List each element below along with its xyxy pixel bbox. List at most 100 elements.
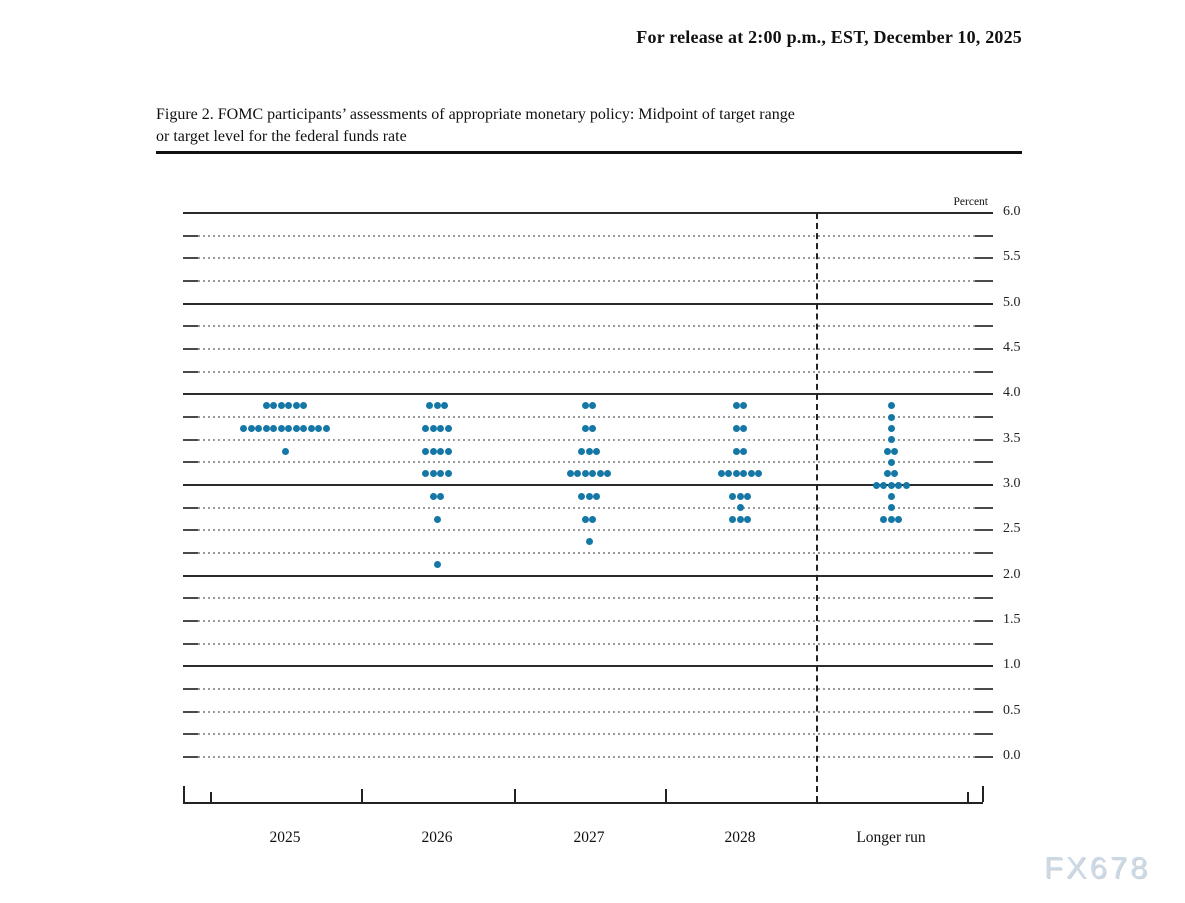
projection-dot (307, 424, 315, 432)
projection-dot (433, 402, 441, 410)
x-axis-boundary-tick (514, 789, 516, 802)
gridline-right-tick (975, 552, 993, 554)
projection-dot (444, 470, 452, 478)
gridline-minor (198, 234, 975, 237)
y-axis-tick-label: 1.0 (1003, 657, 1021, 673)
gridline-left-tick (183, 506, 198, 509)
projection-dot (880, 481, 887, 489)
gridline-right-tick (975, 642, 993, 645)
gridline-left-tick (183, 642, 198, 645)
projection-dot (300, 424, 308, 432)
projection-dot (277, 402, 285, 410)
projection-dot (887, 402, 895, 410)
watermark: FX678 (1044, 850, 1151, 885)
gridline-major (183, 212, 993, 214)
gridline-major (183, 574, 993, 577)
projection-dot (433, 560, 441, 568)
projection-dot (566, 470, 574, 478)
projection-dot (740, 424, 748, 432)
projection-dot (887, 515, 895, 523)
gridline-left-tick (183, 710, 198, 713)
gridline-right-tick (975, 506, 993, 509)
projection-dot (585, 538, 593, 546)
projection-dot (740, 402, 748, 410)
projection-dot (277, 424, 285, 432)
gridline-minor (198, 257, 975, 260)
y-axis-tick-label: 2.5 (1003, 521, 1021, 537)
projection-dot (585, 447, 593, 455)
projection-dot (581, 424, 589, 432)
x-axis-category-label: Longer run (856, 829, 926, 846)
gridline-right-tick (975, 438, 993, 441)
projection-dot (736, 492, 744, 500)
gridline-left-tick (183, 688, 198, 690)
projection-dot (437, 424, 445, 432)
gridline-left-tick (183, 438, 198, 441)
projection-dot (444, 424, 452, 432)
projection-dot (429, 447, 437, 455)
gridline-right-tick (975, 756, 993, 758)
projection-dot (262, 424, 270, 432)
gridline-right-tick (975, 370, 993, 373)
projection-dot (300, 402, 308, 410)
release-line: For release at 2:00 p.m., EST, December … (636, 27, 1022, 47)
projection-dot (240, 424, 248, 432)
x-axis-minor-tick (210, 792, 212, 802)
gridline-right-tick (975, 597, 993, 600)
gridline-right-tick (975, 620, 993, 622)
projection-dot (887, 458, 895, 466)
projection-dot (422, 447, 430, 455)
figure-title-line1: Figure 2. FOMC participants’ assessments… (156, 106, 795, 123)
gridline-left-tick (183, 620, 198, 622)
projection-dot (732, 470, 740, 478)
projection-dot (429, 424, 437, 432)
gridline-major (183, 302, 993, 305)
gridline-right-tick (975, 461, 993, 464)
projection-dot (872, 481, 880, 489)
projection-dot (895, 481, 902, 489)
projection-dot (578, 492, 585, 500)
projection-dot (433, 515, 441, 523)
gridline-minor (198, 370, 975, 373)
y-axis-unit-label: Percent (953, 196, 988, 208)
gridline-minor (198, 552, 975, 554)
projection-dot (292, 424, 300, 432)
gridline-right-tick (975, 529, 993, 532)
gridline-minor (198, 620, 975, 622)
projection-dot (895, 515, 902, 523)
gridline-right-tick (975, 257, 993, 260)
projection-dot (887, 436, 895, 444)
x-axis-boundary-tick (665, 789, 667, 802)
projection-dot (589, 424, 597, 432)
projection-dot (589, 515, 597, 523)
gridline-minor (198, 710, 975, 713)
x-axis-minor-tick (967, 792, 969, 802)
gridline-right-tick (975, 416, 993, 418)
projection-dot (585, 492, 593, 500)
gridline-minor (198, 688, 975, 690)
y-axis-tick-label: 6.0 (1003, 204, 1021, 219)
projection-dot (422, 470, 430, 478)
projection-dot (593, 447, 600, 455)
gridline-minor (198, 756, 975, 758)
projection-dot (732, 402, 740, 410)
figure-title: Figure 2. FOMC participants’ assessments… (156, 104, 996, 148)
projection-dot (437, 470, 445, 478)
gridline-minor (198, 325, 975, 328)
x-axis-category-label: 2027 (573, 829, 605, 846)
gridline-right-tick (975, 710, 993, 713)
gridline-left-tick (183, 257, 198, 260)
y-axis-tick-label: 3.0 (1003, 476, 1021, 491)
projection-dot (729, 515, 736, 523)
gridline-major (183, 665, 993, 668)
projection-dot (322, 424, 330, 432)
gridline-minor (198, 438, 975, 441)
gridline-minor (198, 642, 975, 645)
projection-dot (717, 470, 725, 478)
projection-dot (736, 504, 744, 512)
projection-dot (736, 515, 744, 523)
projection-dot (740, 470, 748, 478)
gridline-left-tick (183, 733, 198, 736)
y-axis-tick-label: 0.0 (1003, 748, 1021, 763)
projection-dot (429, 470, 437, 478)
